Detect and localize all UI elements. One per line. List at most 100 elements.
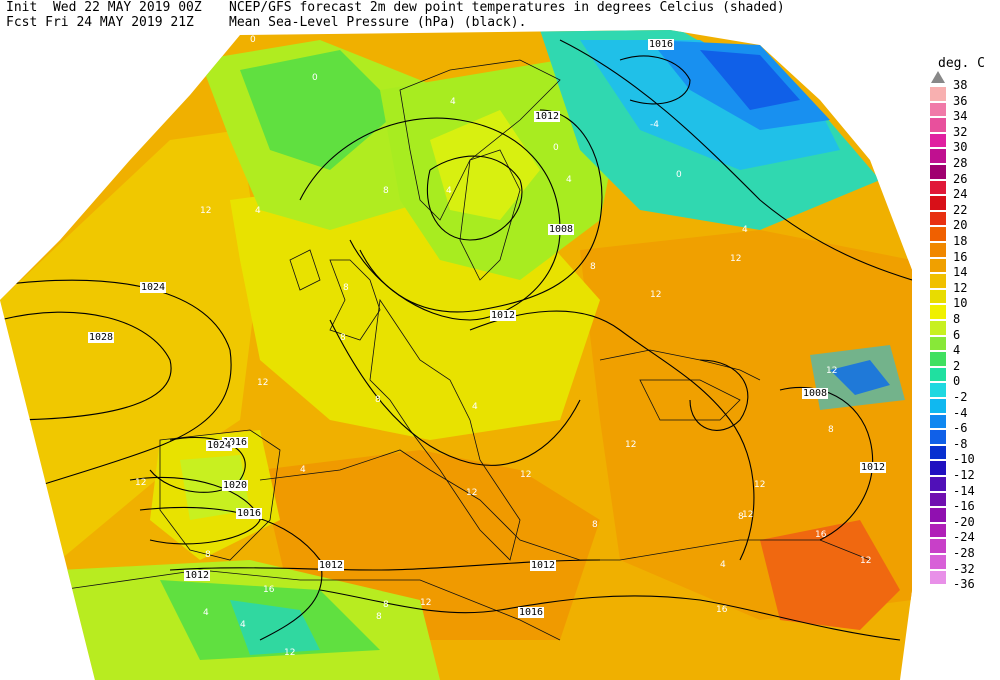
legend-arrow-icon — [931, 71, 945, 83]
legend-label: 6 — [953, 327, 961, 342]
legend-swatch — [930, 243, 946, 257]
legend-label: 8 — [953, 312, 961, 326]
legend-swatch — [930, 383, 946, 397]
dewpoint-label: 12 — [860, 556, 872, 566]
dewpoint-label: 12 — [754, 480, 766, 490]
dewpoint-label: 12 — [257, 378, 269, 388]
isobar-label: 1012 — [534, 111, 561, 122]
legend-swatch — [930, 165, 946, 179]
init-line: Init Wed 22 MAY 2019 00Z — [6, 0, 202, 15]
dewpoint-label: 8 — [383, 186, 389, 196]
dewpoint-label: 8 — [343, 283, 349, 293]
legend-swatch — [930, 196, 946, 210]
legend-label: 18 — [953, 234, 968, 248]
legend-label: 36 — [953, 93, 968, 108]
legend-label: -14 — [953, 483, 975, 498]
legend-swatch — [930, 118, 946, 132]
isobar-label: 1028 — [88, 332, 115, 343]
legend-swatch — [930, 227, 946, 241]
isobar-label: 1012 — [318, 560, 345, 571]
dewpoint-label: 4 — [450, 97, 456, 107]
dewpoint-label: 8 — [383, 600, 389, 610]
dewpoint-label: 12 — [730, 254, 742, 264]
isobar-label: 1012 — [184, 570, 211, 581]
legend-swatch — [930, 133, 946, 148]
title-line-2: Mean Sea-Level Pressure (hPa) (black). — [229, 15, 527, 30]
legend-label: 28 — [953, 156, 968, 170]
legend-swatch — [930, 399, 946, 413]
dewpoint-label: 16 — [716, 605, 728, 615]
dewpoint-label: 12 — [742, 510, 754, 520]
legend-label: 34 — [953, 109, 968, 124]
legend-swatch — [930, 367, 946, 382]
isobar-label: 1008 — [548, 224, 575, 235]
legend-label: 12 — [953, 280, 968, 295]
isobar-label: 1016 — [648, 39, 675, 50]
legend-swatch — [930, 414, 946, 429]
legend-label: -24 — [953, 530, 975, 545]
dewpoint-label: 16 — [263, 585, 275, 595]
fcst-time: Fri 24 MAY 2019 21Z — [45, 15, 194, 30]
legend-swatch — [930, 180, 946, 195]
isobars — [0, 39, 912, 641]
legend-swatch — [930, 149, 946, 163]
legend-swatch — [930, 321, 946, 335]
legend-unit: deg. C — [938, 56, 985, 71]
dewpoint-label: 12 — [520, 470, 532, 480]
legend-label: -8 — [953, 436, 968, 451]
isobar-label: 1024 — [140, 282, 167, 293]
legend-label: 30 — [953, 140, 968, 155]
legend-label: -2 — [953, 390, 968, 404]
legend-label: 22 — [953, 202, 968, 217]
legend-swatch — [930, 336, 946, 351]
dewpoint-label: 4 — [446, 186, 452, 196]
legend-swatch — [930, 555, 946, 569]
legend-label: -36 — [953, 577, 975, 592]
isobar-label: 1012 — [490, 310, 517, 321]
dewpoint-label: 12 — [200, 206, 212, 216]
dewpoint-label: 8 — [375, 395, 381, 405]
dewpoint-label: -4 — [650, 120, 659, 130]
legend-label: -16 — [953, 499, 975, 514]
dewpoint-label: 8 — [340, 333, 346, 343]
dewpoint-label: 12 — [826, 366, 838, 376]
legend-label: -28 — [953, 546, 975, 560]
dewpoint-label: 4 — [566, 175, 572, 185]
dewpoint-label: 4 — [240, 620, 246, 630]
dewpoint-label: 4 — [300, 465, 306, 475]
legend-label: -12 — [953, 468, 975, 482]
dewpoint-label: 8 — [828, 425, 834, 435]
dewpoint-label: 4 — [720, 560, 726, 570]
dewpoint-label: 8 — [592, 520, 598, 530]
dewpoint-label: 12 — [625, 440, 637, 450]
init-label: Init — [6, 0, 38, 15]
legend-label: 26 — [953, 171, 968, 186]
legend-label: 38 — [953, 78, 968, 92]
isobar-label: 1012 — [530, 560, 557, 571]
dewpoint-label: 12 — [135, 478, 147, 488]
title-line-1: NCEP/GFS forecast 2m dew point temperatu… — [229, 0, 785, 15]
legend-swatch — [930, 289, 946, 304]
legend-swatch — [930, 274, 946, 288]
isobar-label: 1024 — [206, 440, 233, 451]
legend-swatch — [930, 352, 946, 366]
dewpoint-label: 4 — [742, 225, 748, 235]
legend-swatch — [930, 305, 946, 319]
dewpoint-label: 12 — [650, 290, 662, 300]
legend-label: -32 — [953, 561, 975, 576]
legend-label: 32 — [953, 124, 968, 139]
isobar-label: 1012 — [860, 462, 887, 473]
legend-label: -20 — [953, 514, 975, 529]
fcst-label: Fcst — [6, 15, 38, 30]
legend-swatch — [930, 445, 946, 460]
legend-swatch — [930, 477, 946, 491]
dewpoint-label: 16 — [815, 530, 827, 540]
dewpoint-label: 12 — [284, 648, 296, 658]
isobar-label: 1008 — [802, 388, 829, 399]
legend-label: -6 — [953, 421, 968, 436]
dewpoint-label: 8 — [205, 550, 211, 560]
dewpoint-label: 8 — [590, 262, 596, 272]
legend-swatch — [930, 211, 946, 226]
